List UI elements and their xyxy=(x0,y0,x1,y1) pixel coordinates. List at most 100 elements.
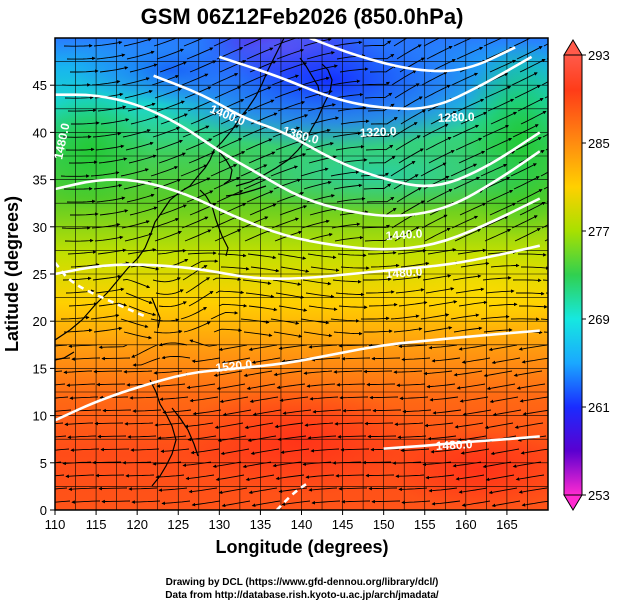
streamline xyxy=(484,85,512,99)
streamline xyxy=(455,474,485,481)
streamline xyxy=(395,135,421,151)
streamline xyxy=(98,486,128,491)
streamline xyxy=(124,89,153,99)
streamline xyxy=(55,357,71,360)
streamline xyxy=(97,434,127,439)
streamline xyxy=(132,409,162,413)
yellow-east xyxy=(390,250,548,330)
streamline xyxy=(123,38,152,47)
streamline xyxy=(338,343,368,348)
streamline xyxy=(454,228,482,242)
streamline xyxy=(70,212,99,216)
streamline xyxy=(95,144,125,151)
streamline xyxy=(430,111,457,125)
streamline xyxy=(333,40,363,47)
streamline xyxy=(157,249,187,255)
streamline xyxy=(302,279,332,286)
streamline xyxy=(65,147,95,152)
streamline xyxy=(365,473,395,478)
streamline xyxy=(120,318,149,329)
streamline xyxy=(396,44,422,60)
streamline xyxy=(510,163,537,177)
streamline xyxy=(64,95,94,100)
streamline xyxy=(158,152,186,164)
grid-lines xyxy=(55,38,548,510)
streamline xyxy=(370,263,400,268)
streamline xyxy=(458,344,488,351)
streamline xyxy=(247,99,275,112)
streamline xyxy=(130,115,159,125)
streamline xyxy=(429,396,459,402)
x-tick-label: 115 xyxy=(86,517,107,532)
streamline xyxy=(97,105,127,112)
y-tick-label: 20 xyxy=(33,314,47,329)
streamline xyxy=(486,383,516,391)
streamline xyxy=(428,300,458,307)
streamline xyxy=(55,383,66,386)
streamline xyxy=(518,252,547,257)
streamline xyxy=(489,396,519,404)
streamline xyxy=(392,122,418,138)
streamline xyxy=(96,196,126,203)
streamline xyxy=(423,38,441,47)
streamline xyxy=(187,251,217,255)
streamline xyxy=(518,344,548,351)
contour-1360 xyxy=(153,74,541,188)
streamline xyxy=(450,313,480,320)
streamline xyxy=(432,409,462,415)
streamline xyxy=(184,422,214,429)
streamline xyxy=(121,77,150,86)
streamline xyxy=(129,206,158,216)
streamline xyxy=(246,383,276,391)
streamline xyxy=(270,165,298,177)
streamline xyxy=(303,180,332,190)
contour-1480 xyxy=(55,261,146,318)
streamline xyxy=(161,355,191,360)
streamline xyxy=(180,307,208,320)
streamline xyxy=(514,422,544,429)
streamline xyxy=(342,408,372,413)
streamline xyxy=(66,56,96,61)
streamline xyxy=(455,287,485,294)
streamline xyxy=(490,448,520,456)
y-tick-label: 5 xyxy=(40,456,47,471)
streamline xyxy=(219,203,247,216)
streamline xyxy=(98,344,128,350)
colorbar-top-arrow xyxy=(563,39,583,56)
streamline xyxy=(220,266,250,271)
streamline xyxy=(310,116,340,125)
streamline xyxy=(154,87,182,99)
streamline xyxy=(368,302,398,307)
contour-label-1280: 1280.0 xyxy=(438,110,475,125)
streamline xyxy=(64,238,94,243)
streamline xyxy=(155,474,185,479)
x-tick-label: 165 xyxy=(496,517,518,532)
streamline xyxy=(55,500,71,503)
streamline xyxy=(60,315,90,320)
streamline xyxy=(306,383,336,388)
streamline xyxy=(131,500,161,504)
streamline xyxy=(333,370,363,374)
streamline xyxy=(428,487,458,493)
streamline xyxy=(188,291,214,307)
streamline xyxy=(249,396,279,403)
streamline xyxy=(307,103,336,112)
streamline xyxy=(398,344,428,349)
colorbar-tick-label: 277 xyxy=(588,224,610,239)
streamline xyxy=(280,114,309,125)
streamline xyxy=(279,396,309,403)
streamline xyxy=(512,278,542,283)
streamline xyxy=(125,474,155,478)
streamline xyxy=(394,422,424,427)
streamline xyxy=(331,79,361,86)
streamline xyxy=(541,81,548,86)
streamline xyxy=(371,356,401,361)
streamline xyxy=(64,422,94,427)
streamline xyxy=(190,112,218,125)
streamline xyxy=(159,204,187,216)
streamline xyxy=(424,84,451,99)
streamline xyxy=(519,201,546,216)
streamline xyxy=(276,383,306,390)
streamline xyxy=(431,357,461,363)
streamline xyxy=(218,487,248,495)
